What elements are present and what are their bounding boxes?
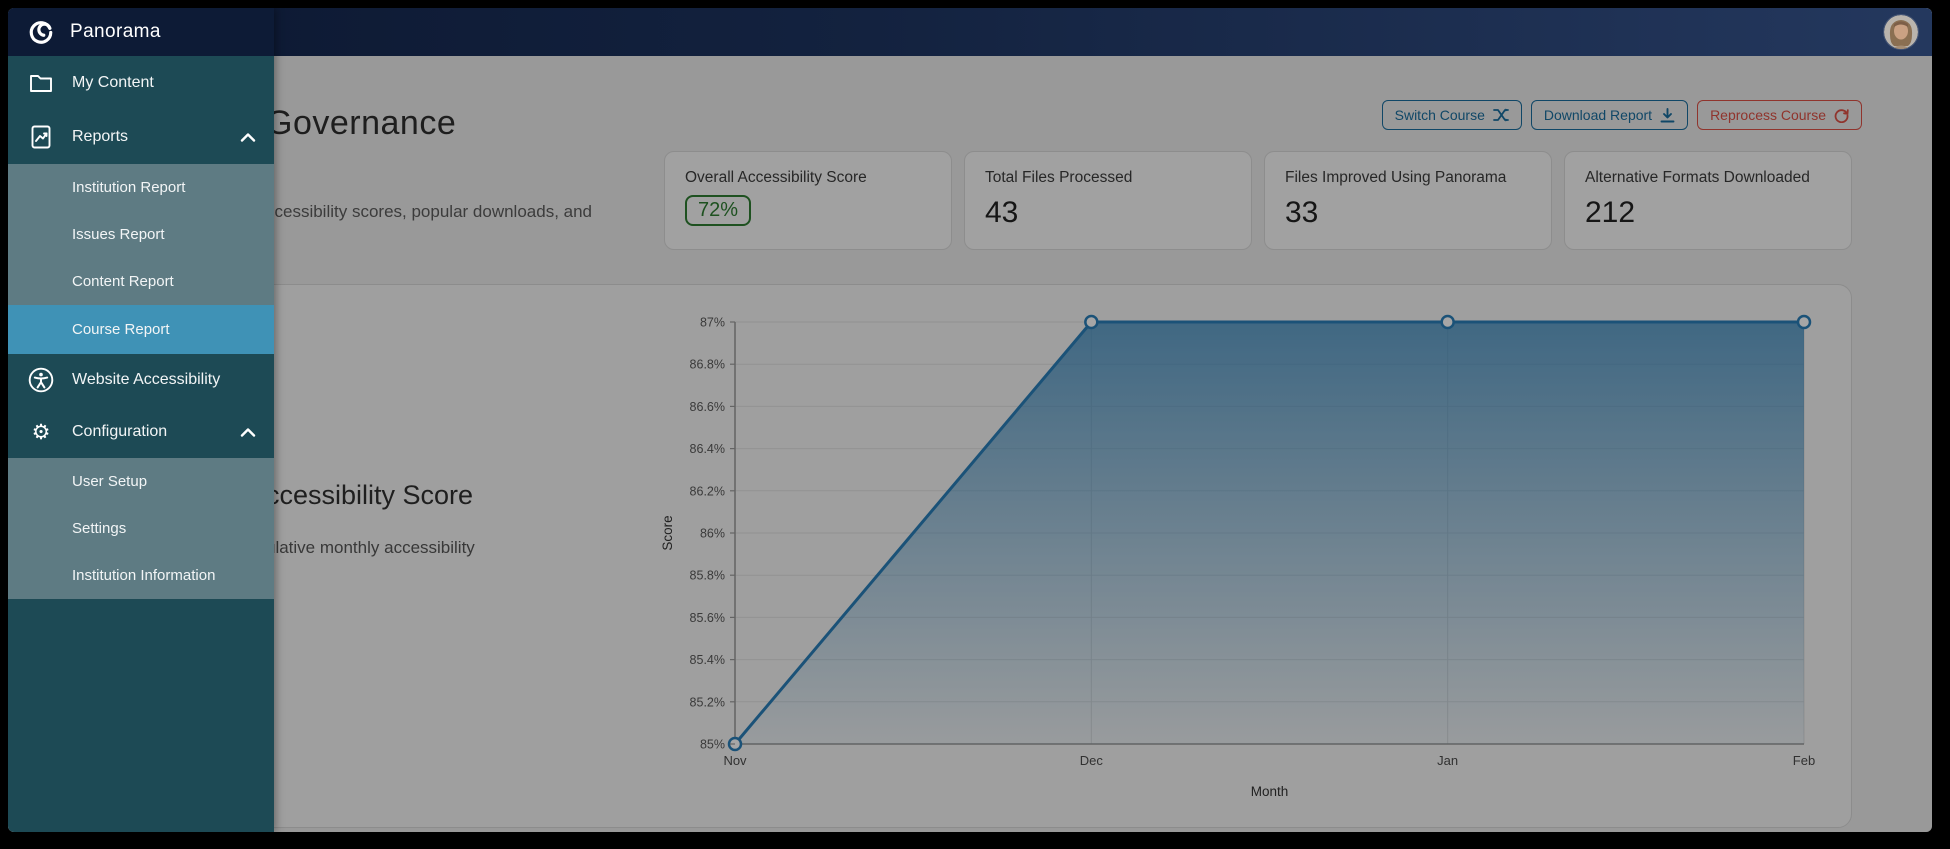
page-actions: Switch Course Download Report Reprocess … xyxy=(1381,100,1862,130)
stat-value: 33 xyxy=(1285,196,1319,229)
stat-label: Total Files Processed xyxy=(985,169,1133,186)
stat-label: Alternative Formats Downloaded xyxy=(1585,169,1810,186)
y-tick-label: 85.4% xyxy=(690,653,725,667)
sidebar-nav: Panorama My Content xyxy=(8,8,274,832)
brand-header: Panorama xyxy=(8,8,274,56)
y-tick-label: 85.8% xyxy=(690,569,725,583)
sidebar-item-institution-information[interactable]: Institution Information xyxy=(8,552,274,599)
sidebar-item-institution-report[interactable]: Institution Report xyxy=(8,164,274,211)
chart-subheading: ulative monthly accessibility xyxy=(266,538,475,557)
stat-card-overall-score: Overall Accessibility Score 72% xyxy=(664,151,952,250)
y-tick-label: 85.6% xyxy=(690,611,725,625)
page-title: Governance xyxy=(266,104,457,142)
sidebar-item-website-accessibility[interactable]: Website Accessibility xyxy=(8,354,274,406)
refresh-icon xyxy=(1834,108,1849,123)
stat-label: Files Improved Using Panorama xyxy=(1285,169,1507,186)
score-badge: 72% xyxy=(685,195,752,226)
download-report-button[interactable]: Download Report xyxy=(1530,100,1689,130)
y-tick-label: 85% xyxy=(700,738,725,752)
switch-icon xyxy=(1492,108,1509,122)
stat-card-files-improved: Files Improved Using Panorama 33 xyxy=(1264,151,1552,250)
main-content: Governance ccessibility scores, popular … xyxy=(8,56,1932,832)
x-tick-label: Dec xyxy=(1080,753,1104,768)
report-icon xyxy=(28,125,54,149)
stat-value: 43 xyxy=(985,196,1019,229)
sidebar-item-label: Course Report xyxy=(72,321,170,338)
y-tick-label: 86% xyxy=(700,527,725,541)
sidebar-item-settings[interactable]: Settings xyxy=(8,505,274,552)
sidebar-item-configuration[interactable]: ⚙ Configuration xyxy=(8,406,274,458)
y-tick-label: 86.8% xyxy=(690,358,725,372)
score-area-chart: 85% 85.2% 85.4% 85.6% 85.8% 86% 86.2% 86.4% 86.6… xyxy=(660,314,1815,799)
data-point[interactable] xyxy=(1796,314,1812,330)
chart-heading: ccessibility Score xyxy=(266,480,474,510)
stat-label: Overall Accessibility Score xyxy=(685,169,867,186)
sidebar-item-label: Settings xyxy=(72,520,127,537)
y-tick-label: 86.6% xyxy=(690,400,725,414)
brand-name: Panorama xyxy=(70,21,161,42)
sidebar-item-label: Institution Information xyxy=(72,567,216,584)
reprocess-course-button[interactable]: Reprocess Course xyxy=(1697,100,1862,130)
y-tick-label: 87% xyxy=(700,316,725,330)
user-avatar[interactable] xyxy=(1884,15,1918,49)
data-point[interactable] xyxy=(1084,314,1099,330)
top-bar xyxy=(8,8,1932,56)
stat-card-files-processed: Total Files Processed 43 xyxy=(964,151,1252,250)
x-tick-label: Feb xyxy=(1793,753,1815,768)
sidebar-item-course-report[interactable]: Course Report xyxy=(8,305,274,354)
reprocess-course-label: Reprocess Course xyxy=(1710,107,1826,123)
download-icon xyxy=(1660,107,1675,122)
x-tick-label: Jan xyxy=(1437,753,1458,768)
switch-course-label: Switch Course xyxy=(1394,107,1485,123)
dim-overlay[interactable] xyxy=(274,56,1932,832)
stat-value: 212 xyxy=(1585,196,1636,229)
avatar-photo xyxy=(1884,15,1918,49)
sidebar-item-label: Content Report xyxy=(72,273,174,290)
y-tick-label: 86.4% xyxy=(690,442,725,456)
x-tick-label: Nov xyxy=(723,753,747,768)
data-point[interactable] xyxy=(1440,314,1455,330)
sidebar-item-label: User Setup xyxy=(72,473,148,490)
sidebar-item-label: Website Accessibility xyxy=(72,371,221,388)
sidebar-item-label: Institution Report xyxy=(72,179,186,196)
page-subtitle: ccessibility scores, popular downloads, … xyxy=(266,202,593,221)
stat-card-alt-formats: Alternative Formats Downloaded 212 xyxy=(1564,151,1852,250)
sidebar-item-content-report[interactable]: Content Report xyxy=(8,258,274,305)
sidebar-item-my-content[interactable]: My Content xyxy=(8,56,274,110)
y-tick-label: 85.2% xyxy=(690,695,725,709)
y-axis-title: Score xyxy=(660,515,675,550)
accessibility-icon xyxy=(28,367,54,393)
x-axis-title: Month xyxy=(1251,784,1289,799)
gear-icon: ⚙ xyxy=(31,419,51,444)
sidebar-item-reports[interactable]: Reports xyxy=(8,110,274,164)
sidebar-item-label: My Content xyxy=(72,74,154,91)
app-window: Governance ccessibility scores, popular … xyxy=(8,8,1932,832)
download-report-label: Download Report xyxy=(1543,107,1653,123)
chevron-up-icon xyxy=(240,132,256,142)
sidebar-item-label: Issues Report xyxy=(72,226,165,243)
sidebar-item-issues-report[interactable]: Issues Report xyxy=(8,211,274,258)
chevron-up-icon xyxy=(240,427,256,437)
sidebar-item-user-setup[interactable]: User Setup xyxy=(8,458,274,505)
sidebar-item-label: Reports xyxy=(72,128,129,145)
sidebar-filler xyxy=(8,599,274,832)
switch-course-button[interactable]: Switch Course xyxy=(1381,100,1522,130)
score-line xyxy=(733,320,1804,745)
y-tick-label: 86.2% xyxy=(690,484,725,498)
panorama-logo-icon xyxy=(28,18,54,46)
sidebar-item-label: Configuration xyxy=(72,423,168,440)
folder-icon xyxy=(28,73,54,93)
